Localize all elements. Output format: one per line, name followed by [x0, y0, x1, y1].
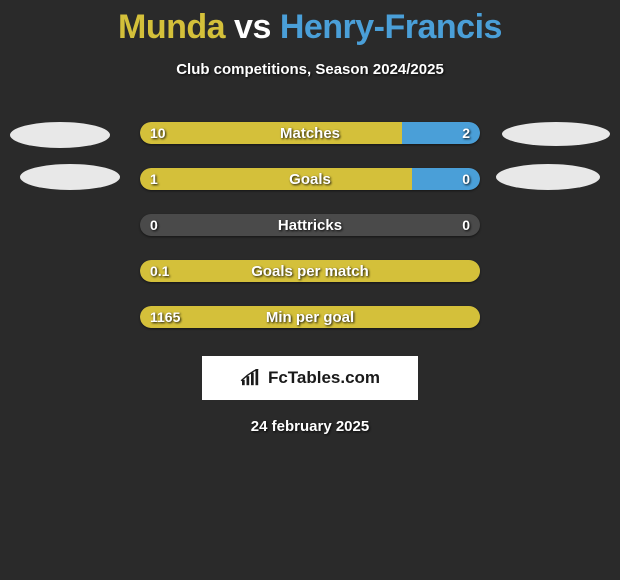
- stat-label: Min per goal: [140, 309, 480, 326]
- date-text: 24 february 2025: [251, 418, 369, 435]
- stat-label: Goals: [140, 171, 480, 188]
- player1-name: Munda: [118, 8, 225, 46]
- logo-text: FcTables.com: [268, 368, 380, 388]
- logo-box[interactable]: FcTables.com: [202, 356, 418, 400]
- stat-row: 0 Hattricks 0: [0, 214, 620, 236]
- comparison-card: Munda vs Henry-Francis Club competitions…: [0, 0, 620, 435]
- stat-row: 10 Matches 2: [0, 122, 620, 144]
- stat-label: Goals per match: [140, 263, 480, 280]
- stat-value-right: 0: [462, 171, 470, 187]
- stat-value-right: 2: [462, 125, 470, 141]
- page-title: Munda vs Henry-Francis: [118, 8, 502, 47]
- stat-value-right: 0: [462, 217, 470, 233]
- stat-row: 1 Goals 0: [0, 168, 620, 190]
- stats-section: 10 Matches 2 1 Goals 0 0 Hattricks 0: [0, 122, 620, 328]
- stat-label: Hattricks: [140, 217, 480, 234]
- stat-row: 1165 Min per goal: [0, 306, 620, 328]
- player2-name: Henry-Francis: [280, 8, 502, 46]
- vs-text: vs: [234, 8, 271, 46]
- chart-icon: [240, 369, 262, 387]
- stat-row: 0.1 Goals per match: [0, 260, 620, 282]
- stat-label: Matches: [140, 125, 480, 142]
- subtitle: Club competitions, Season 2024/2025: [176, 61, 444, 78]
